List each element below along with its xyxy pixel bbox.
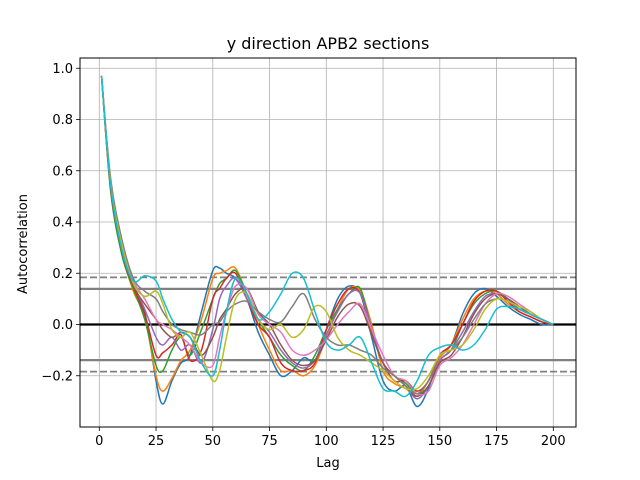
y-tick-label: 0.2 — [52, 267, 73, 282]
x-tick-label: 175 — [484, 434, 509, 449]
y-tick-label: 0.0 — [52, 318, 73, 333]
y-axis-ticks: −0.2 0.0 0.2 0.4 0.6 0.8 1.0 — [41, 62, 80, 384]
y-tick-label: 0.6 — [52, 164, 73, 179]
x-axis-label: Lag — [316, 456, 339, 471]
x-tick-label: 0 — [95, 434, 103, 449]
x-tick-label: 75 — [261, 434, 278, 449]
series-line-6 — [100, 75, 554, 397]
y-tick-label: 0.4 — [52, 216, 73, 231]
chart-title: y direction APB2 sections — [227, 34, 430, 53]
y-tick-label: 1.0 — [52, 62, 73, 77]
series-line-8 — [100, 75, 554, 395]
series-line-3 — [100, 75, 554, 395]
series-line-4 — [100, 75, 554, 392]
x-tick-label: 125 — [371, 434, 396, 449]
x-tick-label: 150 — [427, 434, 452, 449]
series-line-10 — [100, 75, 554, 398]
x-tick-label: 25 — [148, 434, 165, 449]
x-axis-ticks: 0 25 50 75 100 125 150 175 200 — [95, 427, 566, 449]
x-tick-label: 100 — [314, 434, 339, 449]
plot-frame — [79, 57, 577, 428]
y-tick-label: −0.2 — [41, 369, 73, 384]
y-axis-label: Autocorrelation — [16, 194, 31, 294]
series-line-2 — [100, 75, 554, 398]
y-tick-label: 0.8 — [52, 113, 73, 128]
series-line-7 — [100, 75, 554, 396]
x-tick-label: 200 — [541, 434, 566, 449]
x-tick-label: 50 — [205, 434, 222, 449]
series-lines — [100, 75, 554, 408]
